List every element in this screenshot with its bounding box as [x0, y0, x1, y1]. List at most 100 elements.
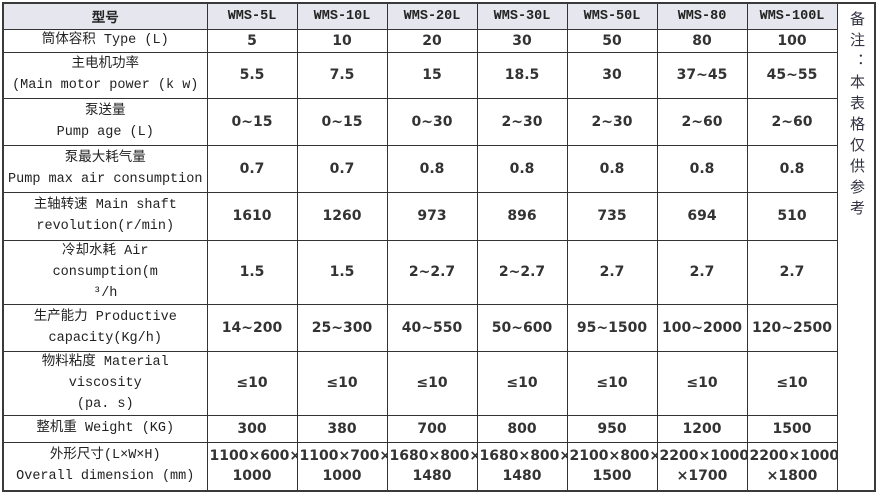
row-label: 主轴转速 Main shaft revolution(r/min)	[2, 191, 208, 241]
table-row: 物料粘度 Material viscosity (pa. s) ≤10 ≤10 ≤10 ≤…	[2, 350, 875, 416]
cell-value: 95~1500	[566, 303, 658, 352]
header-model-4: WMS-50L	[566, 2, 658, 30]
header-model-2: WMS-20L	[386, 2, 478, 30]
cell-value: 300	[206, 414, 298, 443]
cell-value: 800	[476, 414, 568, 443]
cell-value: 0.8	[566, 144, 658, 193]
cell-value: 2.7	[566, 239, 658, 305]
cell-value: ≤10	[386, 350, 478, 416]
cell-value: 2.7	[746, 239, 838, 305]
cell-value: 2~30	[566, 97, 658, 146]
cell-value: 1.5	[206, 239, 298, 305]
table-row: 泵送量 Pump age (L) 0~15 0~15 0~30 2~30 2~30 2~60 2…	[2, 97, 875, 146]
cell-value: 80	[656, 28, 748, 53]
cell-value: 950	[566, 414, 658, 443]
header-model-3: WMS-30L	[476, 2, 568, 30]
cell-value: 1500	[746, 414, 838, 443]
cell-value: 18.5	[476, 51, 568, 99]
cell-value: 1100×600× 1000	[206, 441, 298, 492]
cell-value: 50	[566, 28, 658, 53]
cell-value: 2~2.7	[476, 239, 568, 305]
table-row: 筒体容积 Type (L) 5 10 20 30 50 80 100	[2, 28, 875, 53]
cell-value: 2~30	[476, 97, 568, 146]
cell-value: 5.5	[206, 51, 298, 99]
cell-value: 0.8	[476, 144, 568, 193]
cell-value: 1680×800× 1480	[386, 441, 478, 492]
cell-value: 2.7	[656, 239, 748, 305]
cell-value: 0~15	[206, 97, 298, 146]
table-row: 主轴转速 Main shaft revolution(r/min) 1610 1260…	[2, 191, 875, 241]
cell-value: 973	[386, 191, 478, 241]
cell-value: 1610	[206, 191, 298, 241]
cell-value: 45~55	[746, 51, 838, 99]
cell-value: 0.8	[746, 144, 838, 193]
row-label: 外形尺寸(L×W×H) Overall dimension (mm)	[2, 441, 208, 492]
cell-value: ≤10	[476, 350, 568, 416]
cell-value: 37~45	[656, 51, 748, 99]
cell-value: 0.7	[296, 144, 388, 193]
cell-value: 30	[476, 28, 568, 53]
cell-value: 0.8	[656, 144, 748, 193]
cell-value: 10	[296, 28, 388, 53]
cell-value: 2~60	[656, 97, 748, 146]
cell-value: 0.8	[386, 144, 478, 193]
cell-value: 2~60	[746, 97, 838, 146]
cell-value: 510	[746, 191, 838, 241]
cell-value: ≤10	[746, 350, 838, 416]
cell-value: 2200×1000 ×1800	[746, 441, 838, 492]
table-row: 整机重 Weight (KG) 300 380 700 800 950 1200 1500	[2, 414, 875, 443]
cell-value: 100	[746, 28, 838, 53]
cell-value: 1.5	[296, 239, 388, 305]
cell-value: 7.5	[296, 51, 388, 99]
cell-value: 100~2000	[656, 303, 748, 352]
cell-value: 2~2.7	[386, 239, 478, 305]
cell-value: 15	[386, 51, 478, 99]
cell-value: 0~15	[296, 97, 388, 146]
table-row: 外形尺寸(L×W×H) Overall dimension (mm) 1100×60…	[2, 441, 875, 492]
cell-value: 20	[386, 28, 478, 53]
header-model-label: 型号	[2, 2, 208, 30]
header-model-0: WMS-5L	[206, 2, 298, 30]
cell-value: 14~200	[206, 303, 298, 352]
table-row: 主电机功率 (Main motor power (k w) 5.5 7.5 15 18.5…	[2, 51, 875, 99]
row-label: 冷却水耗 Air consumption(m ³/h	[2, 239, 208, 305]
cell-value: 5	[206, 28, 298, 53]
row-label: 泵最大耗气量 Pump max air consumption	[2, 144, 208, 193]
cell-value: 0.7	[206, 144, 298, 193]
cell-value: ≤10	[566, 350, 658, 416]
cell-value: 700	[386, 414, 478, 443]
cell-value: 2200×1000 ×1700	[656, 441, 748, 492]
cell-value: 694	[656, 191, 748, 241]
cell-value: 40~550	[386, 303, 478, 352]
cell-value: ≤10	[296, 350, 388, 416]
table-row: 生产能力 Productive capacity(Kg/h) 14~200 25~30…	[2, 303, 875, 352]
cell-value: 25~300	[296, 303, 388, 352]
row-label: 物料粘度 Material viscosity (pa. s)	[2, 350, 208, 416]
cell-value: 30	[566, 51, 658, 99]
cell-value: 1680×800× 1480	[476, 441, 568, 492]
cell-value: 1260	[296, 191, 388, 241]
cell-value: 2100×800× 1500	[566, 441, 658, 492]
cell-value: ≤10	[656, 350, 748, 416]
row-label: 泵送量 Pump age (L)	[2, 97, 208, 146]
table-row: 泵最大耗气量 Pump max air consumption 0.7 0.7 0.8 0…	[2, 144, 875, 193]
header-model-6: WMS-100L	[746, 2, 838, 30]
header-model-1: WMS-10L	[296, 2, 388, 30]
cell-value: ≤10	[206, 350, 298, 416]
note-vertical-text: 备注：本表格仅供参考	[836, 2, 876, 492]
header-model-5: WMS-80	[656, 2, 748, 30]
cell-value: 380	[296, 414, 388, 443]
table-row: 冷却水耗 Air consumption(m ³/h 1.5 1.5 2~2.7 2~2.…	[2, 239, 875, 305]
cell-value: 1200	[656, 414, 748, 443]
cell-value: 0~30	[386, 97, 478, 146]
cell-value: 896	[476, 191, 568, 241]
row-label: 筒体容积 Type (L)	[2, 28, 208, 53]
row-label: 整机重 Weight (KG)	[2, 414, 208, 443]
row-label: 生产能力 Productive capacity(Kg/h)	[2, 303, 208, 352]
cell-value: 50~600	[476, 303, 568, 352]
row-label: 主电机功率 (Main motor power (k w)	[2, 51, 208, 99]
